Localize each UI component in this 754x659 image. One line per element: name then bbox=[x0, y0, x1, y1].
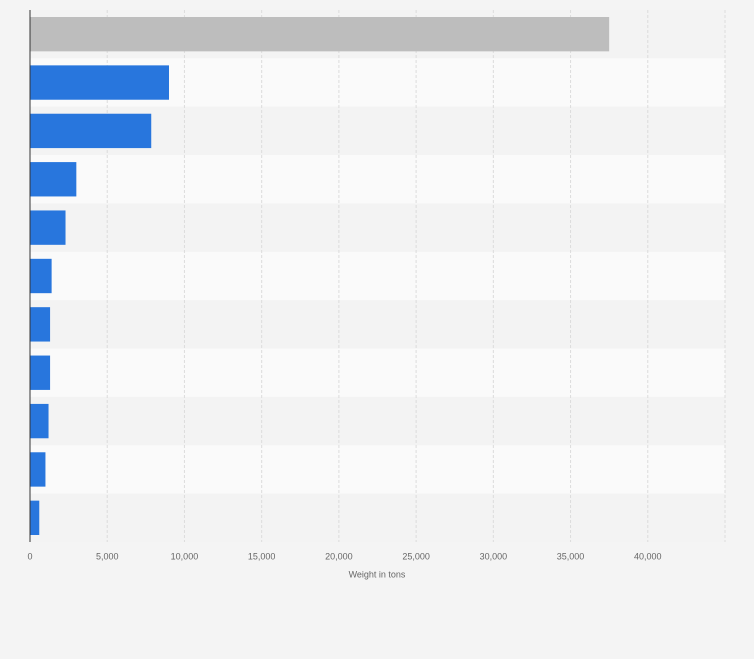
x-tick-label: 20,000 bbox=[325, 551, 353, 561]
bar bbox=[30, 210, 66, 245]
row-band bbox=[30, 396, 725, 446]
x-axis-label: Weight in tons bbox=[349, 569, 406, 579]
row-band bbox=[30, 251, 725, 301]
row-band bbox=[30, 300, 725, 349]
bar bbox=[30, 113, 152, 149]
x-tick-label: 10,000 bbox=[171, 551, 199, 561]
bar bbox=[30, 500, 40, 535]
x-tick-label: 15,000 bbox=[248, 551, 276, 561]
bar bbox=[30, 17, 610, 52]
bar bbox=[30, 65, 169, 100]
bar bbox=[30, 403, 49, 439]
row-band bbox=[30, 203, 725, 252]
bar bbox=[30, 258, 52, 294]
row-band bbox=[30, 348, 725, 397]
bar bbox=[30, 307, 51, 342]
row-band bbox=[30, 445, 725, 494]
row-band bbox=[30, 493, 725, 542]
bar bbox=[30, 452, 46, 487]
x-tick-label: 5,000 bbox=[96, 551, 119, 561]
x-tick-label: 25,000 bbox=[402, 551, 430, 561]
row-band bbox=[30, 155, 725, 204]
bar bbox=[30, 162, 77, 197]
x-tick-label: 40,000 bbox=[634, 551, 662, 561]
x-tick-label: 0 bbox=[27, 551, 32, 561]
bar bbox=[30, 355, 51, 390]
x-tick-label: 30,000 bbox=[480, 551, 508, 561]
x-tick-label: 35,000 bbox=[557, 551, 585, 561]
